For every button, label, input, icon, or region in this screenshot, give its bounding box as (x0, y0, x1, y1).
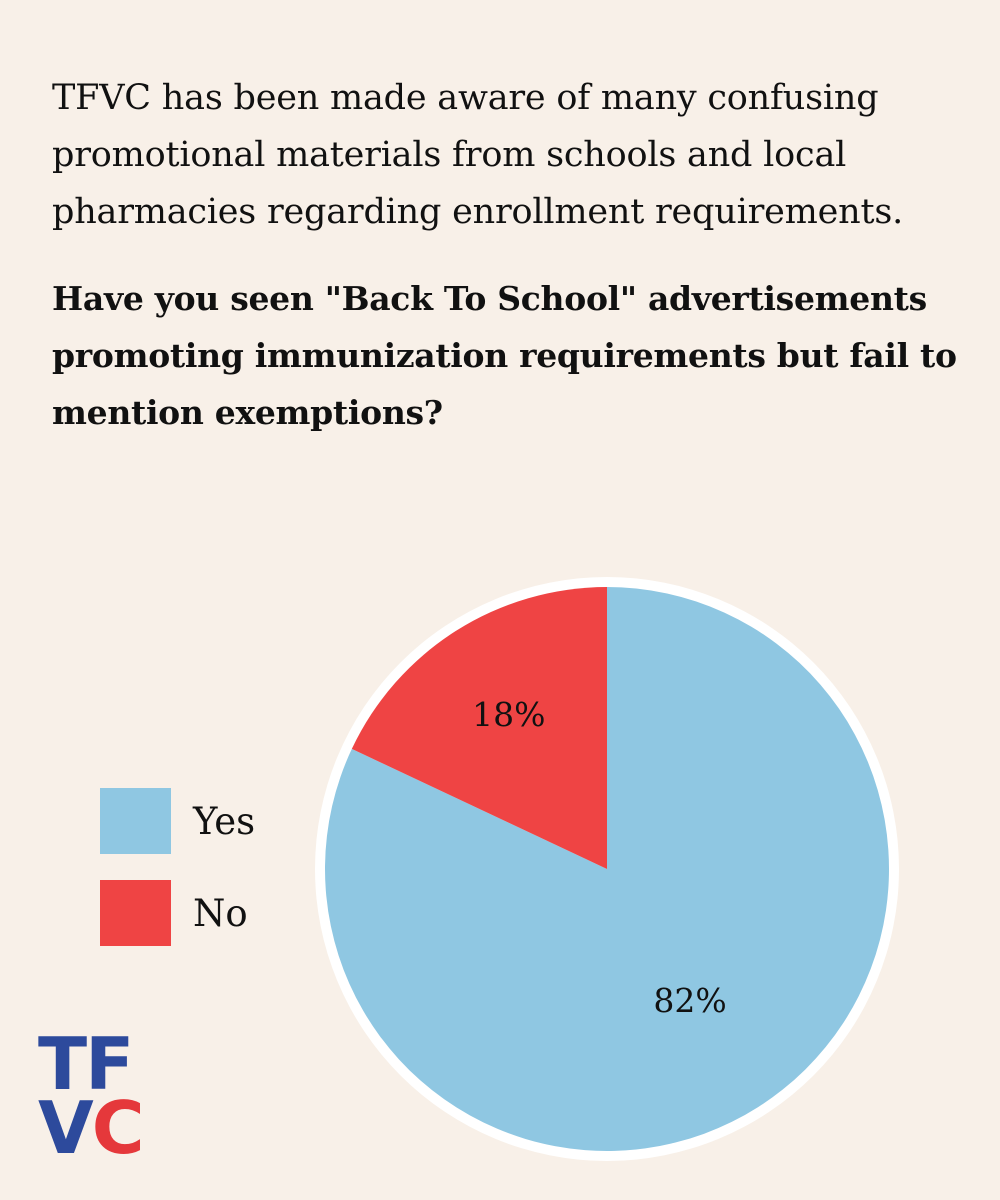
tfvc-logo: TF VC (38, 1022, 145, 1164)
legend-label-no: No (193, 891, 248, 935)
legend-label-yes: Yes (193, 799, 256, 843)
legend-item-no: No (100, 880, 255, 946)
pie-chart: 82% 18% (315, 577, 899, 1161)
logo-letter-c: C (91, 1086, 145, 1170)
chart-legend: Yes No (100, 788, 255, 972)
legend-swatch-yes (100, 788, 171, 854)
pie-label-no: 18% (472, 695, 545, 734)
intro-text: TFVC has been made aware of many confusi… (52, 78, 904, 232)
pie-slice-no (351, 587, 607, 869)
pie-label-yes: 82% (653, 981, 726, 1020)
legend-swatch-no (100, 880, 171, 946)
logo-line-1: TF (38, 1022, 134, 1106)
pie-slice-yes (325, 587, 890, 1151)
logo-letter-v: V (38, 1086, 94, 1170)
legend-item-yes: Yes (100, 788, 255, 854)
survey-question: Have you seen "Back To School" advertise… (52, 279, 957, 432)
